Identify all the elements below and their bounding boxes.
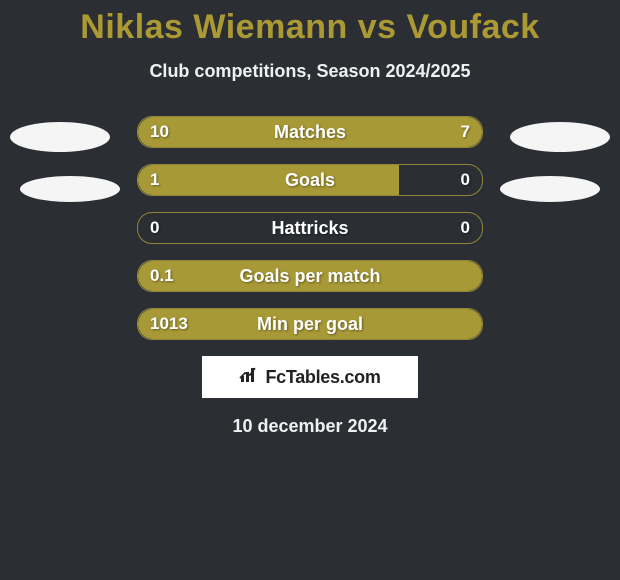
brand-text: FcTables.com: [265, 367, 380, 388]
comparison-infographic: Niklas Wiemann vs Voufack Club competiti…: [0, 0, 620, 580]
stat-row: 0.1Goals per match: [137, 260, 483, 292]
stat-row: 107Matches: [137, 116, 483, 148]
stat-label: Goals: [138, 165, 482, 195]
page-title: Niklas Wiemann vs Voufack: [0, 0, 620, 47]
stat-label: Min per goal: [138, 309, 482, 339]
stat-row: 1013Min per goal: [137, 308, 483, 340]
brand-box: FcTables.com: [202, 356, 418, 398]
footer-date: 10 december 2024: [0, 416, 620, 437]
bar-chart-icon: [239, 366, 261, 389]
stat-label: Matches: [138, 117, 482, 147]
stat-label: Goals per match: [138, 261, 482, 291]
stat-label: Hattricks: [138, 213, 482, 243]
stats-block: 107Matches 10Goals 00Hattricks 0.1Goals per…: [0, 116, 620, 340]
stat-row: 10Goals: [137, 164, 483, 196]
stat-row: 00Hattricks: [137, 212, 483, 244]
page-subtitle: Club competitions, Season 2024/2025: [0, 61, 620, 82]
